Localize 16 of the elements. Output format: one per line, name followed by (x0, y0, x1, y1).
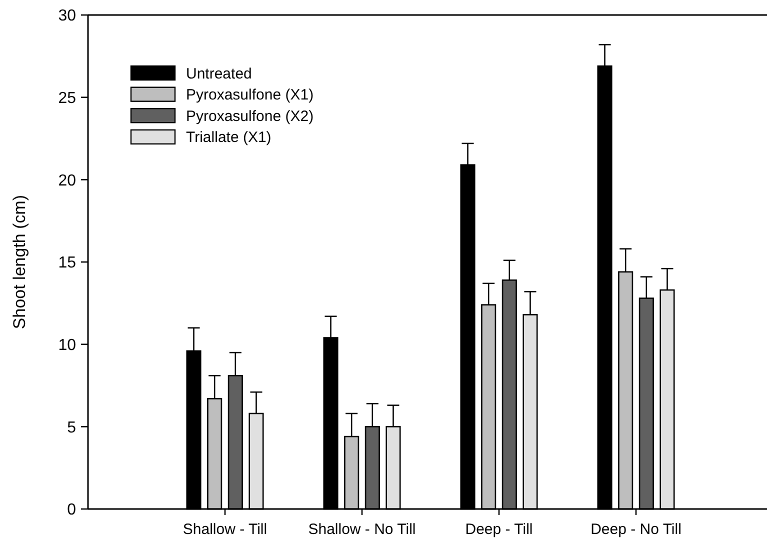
y-tick-label: 15 (58, 254, 76, 272)
y-tick-label: 0 (67, 502, 76, 519)
legend-label: Triallate (X1) (186, 129, 272, 146)
y-tick-label: 25 (58, 90, 76, 107)
y-axis-title: Shoot length (cm) (10, 194, 29, 330)
x-tick-label: Deep - Till (465, 521, 533, 538)
x-tick-label: Shallow - Till (182, 521, 268, 538)
legend-label: Untreated (186, 65, 252, 82)
y-tick-label: 20 (58, 172, 76, 190)
y-tick-label: 5 (67, 419, 76, 436)
y-tick-label: 10 (58, 336, 76, 354)
y-tick-label: 30 (58, 8, 76, 25)
x-tick-label: Deep - No Till (590, 521, 682, 538)
x-tick-label: Shallow - No Till (308, 521, 416, 538)
legend-label: Pyroxasulfone (X2) (186, 108, 314, 125)
legend-label: Pyroxasulfone (X1) (186, 86, 314, 104)
